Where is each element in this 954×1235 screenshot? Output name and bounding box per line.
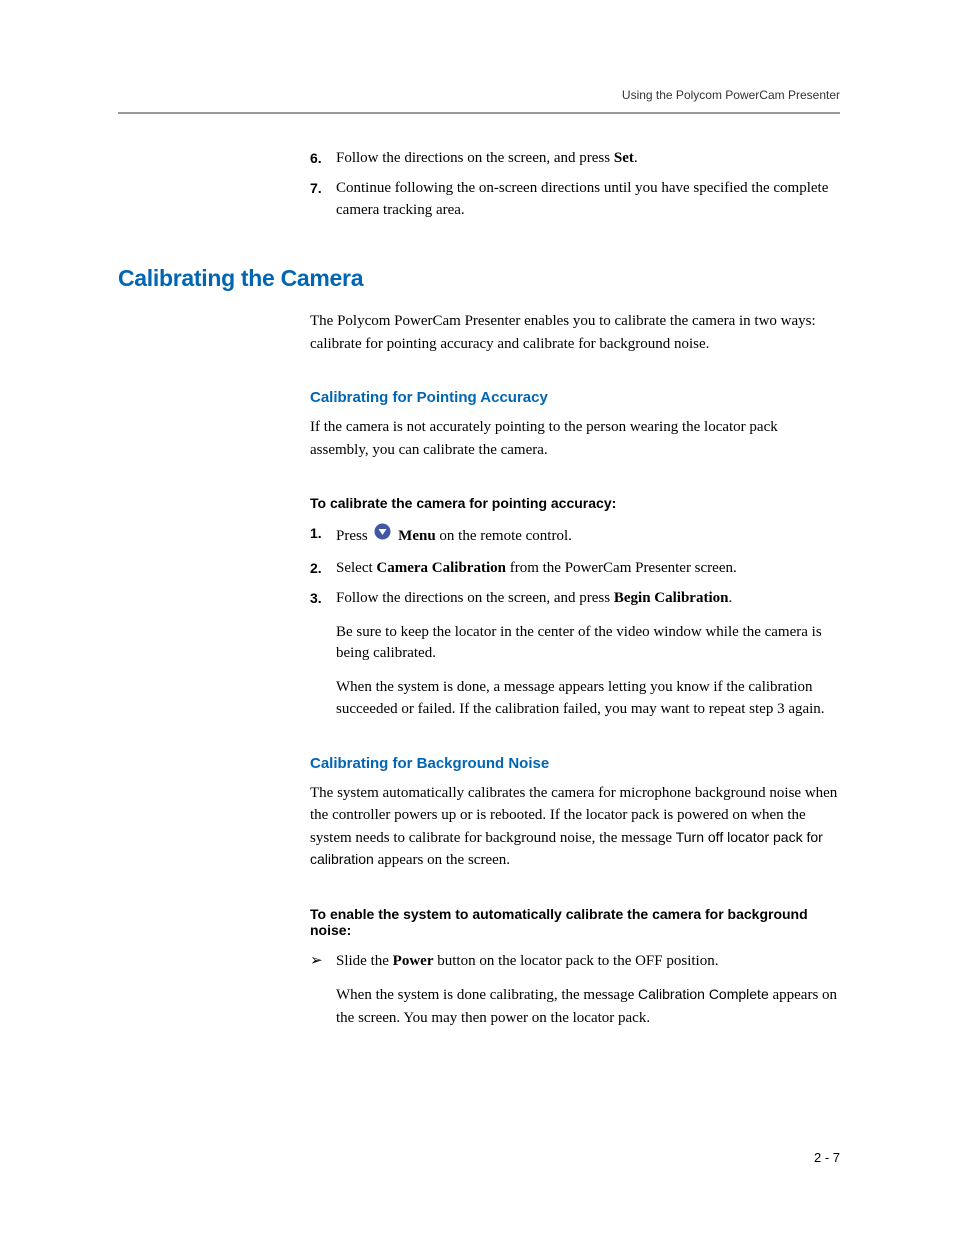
subheading-pointing-accuracy: Calibrating for Pointing Accuracy bbox=[310, 389, 840, 406]
top-continued-list: 6. Follow the directions on the screen, … bbox=[310, 148, 840, 221]
list-item: 6. Follow the directions on the screen, … bbox=[310, 148, 840, 170]
pointing-accuracy-steps: 1. Press Menu on the remote control. 2. S… bbox=[310, 523, 840, 720]
list-marker: 3. bbox=[310, 588, 336, 608]
page-number: 2 - 7 bbox=[814, 1150, 840, 1165]
list-item: 3. Follow the directions on the screen, … bbox=[310, 588, 840, 721]
header-rule bbox=[118, 112, 840, 114]
page: Using the Polycom PowerCam Presenter 6. … bbox=[0, 0, 954, 1235]
bg-noise-post: appears on the screen. bbox=[374, 852, 510, 868]
list-item: 1. Press Menu on the remote control. bbox=[310, 523, 840, 550]
section-heading-calibrating-camera: Calibrating the Camera bbox=[118, 265, 840, 292]
procedure-heading-background: To enable the system to automatically ca… bbox=[310, 906, 840, 938]
menu-down-icon bbox=[374, 523, 391, 548]
list-marker: 1. bbox=[310, 523, 336, 543]
procedure-heading-pointing: To calibrate the camera for pointing acc… bbox=[310, 495, 840, 511]
intro-paragraph: The Polycom PowerCam Presenter enables y… bbox=[310, 310, 840, 355]
list-item: 7. Continue following the on-screen dire… bbox=[310, 178, 840, 222]
pointing-accuracy-paragraph: If the camera is not accurately pointing… bbox=[310, 416, 840, 461]
list-marker: 6. bbox=[310, 148, 336, 168]
list-marker: 7. bbox=[310, 178, 336, 198]
subheading-background-noise: Calibrating for Background Noise bbox=[310, 755, 840, 772]
list-marker: 2. bbox=[310, 558, 336, 578]
arrow-bullet-icon: ➢ bbox=[310, 950, 336, 973]
list-item: ➢ Slide the Power button on the locator … bbox=[310, 950, 840, 1042]
running-header: Using the Polycom PowerCam Presenter bbox=[118, 88, 840, 102]
background-noise-steps: ➢ Slide the Power button on the locator … bbox=[310, 950, 840, 1042]
background-noise-paragraph: The system automatically calibrates the … bbox=[310, 782, 840, 872]
list-item: 2. Select Camera Calibration from the Po… bbox=[310, 558, 840, 580]
